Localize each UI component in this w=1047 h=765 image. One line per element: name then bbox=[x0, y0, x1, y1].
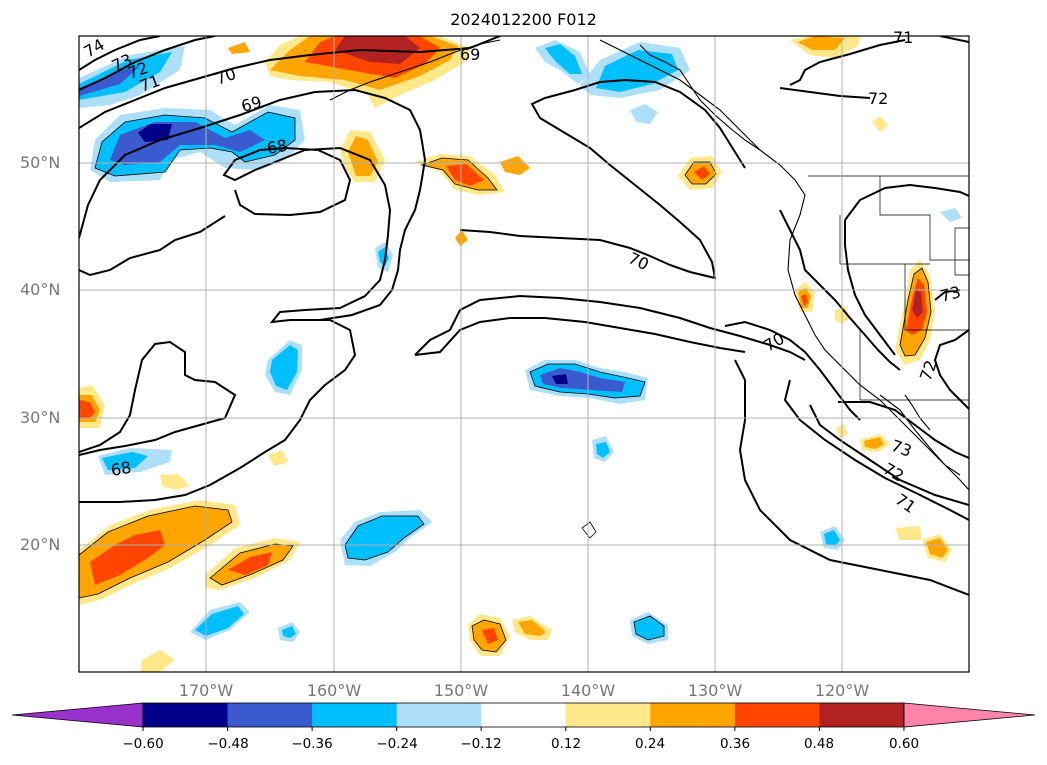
colorbar-tick: −0.24 bbox=[376, 736, 418, 752]
political-boundaries bbox=[808, 175, 969, 401]
lon-label-130w: 130°W bbox=[687, 681, 743, 700]
colorbar-tick: 0.36 bbox=[719, 736, 751, 752]
anomaly-outlines bbox=[79, 111, 932, 653]
colorbar-tick: 0.12 bbox=[550, 736, 582, 752]
colorbar-segment bbox=[312, 703, 398, 727]
colorbar-segment bbox=[227, 703, 313, 727]
lat-label-40n: 40°N bbox=[20, 280, 61, 299]
colorbar-segment bbox=[819, 703, 905, 727]
height-contours bbox=[79, 36, 969, 596]
lon-label-120w: 120°W bbox=[814, 681, 870, 700]
colorbar-tick: −0.12 bbox=[460, 736, 502, 752]
map-title: 2024012200 F012 bbox=[450, 10, 597, 29]
lon-label-150w: 150°W bbox=[433, 681, 489, 700]
contour-label: 69 bbox=[460, 45, 480, 64]
colorbar-extend-high bbox=[903, 702, 1036, 728]
contour-label: 72 bbox=[868, 89, 888, 108]
colorbar-segment bbox=[565, 703, 651, 727]
lat-label-20n: 20°N bbox=[20, 535, 61, 554]
colorbar-segment bbox=[734, 703, 820, 727]
colorbar-tick: −0.48 bbox=[207, 736, 249, 752]
lon-label-170w: 170°W bbox=[178, 681, 234, 700]
contour-label: 73 bbox=[938, 282, 963, 306]
colorbar-segment bbox=[143, 703, 229, 727]
colorbar-tick: 0.48 bbox=[803, 736, 835, 752]
contour-label: 69 bbox=[239, 92, 264, 116]
contour-label: 68 bbox=[265, 136, 288, 158]
map-plot-area bbox=[79, 36, 969, 672]
colorbar-extend-low bbox=[11, 702, 144, 728]
colorbar-tick: −0.60 bbox=[122, 736, 164, 752]
lat-label-30n: 30°N bbox=[20, 408, 61, 427]
lat-label-50n: 50°N bbox=[20, 153, 61, 172]
colorbar-tick: 0.24 bbox=[634, 736, 666, 752]
colorbar-segment bbox=[650, 703, 736, 727]
colorbar-tick: −0.36 bbox=[291, 736, 333, 752]
lon-label-140w: 140°W bbox=[560, 681, 616, 700]
colorbar-segment bbox=[481, 703, 567, 727]
lat-lon-grid bbox=[79, 36, 969, 672]
map-frame bbox=[78, 35, 970, 673]
colorbar-tick: 0.60 bbox=[888, 736, 920, 752]
contour-label: 71 bbox=[893, 28, 913, 47]
lon-label-160w: 160°W bbox=[306, 681, 362, 700]
colorbar-segment bbox=[396, 703, 482, 727]
colorbar bbox=[11, 702, 1036, 731]
contour-label: 68 bbox=[109, 458, 132, 480]
